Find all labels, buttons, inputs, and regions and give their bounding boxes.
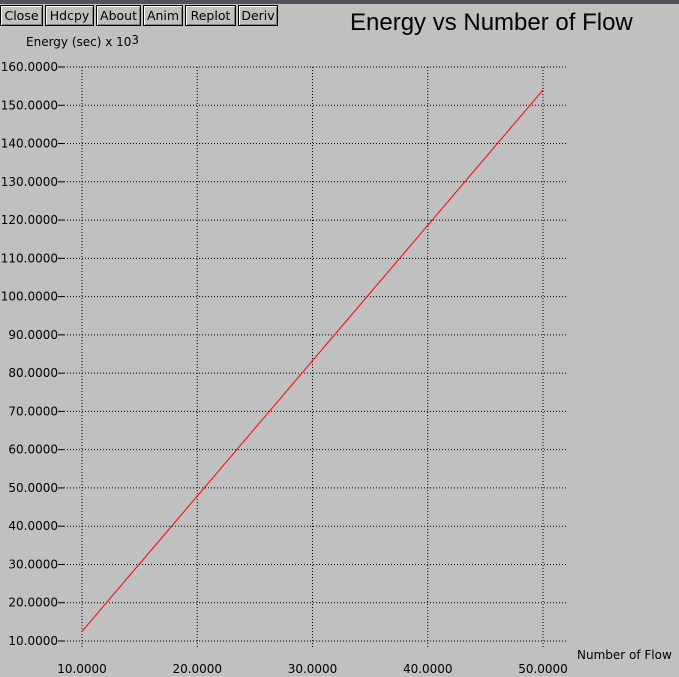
y-tick-label: 20.0000 xyxy=(8,596,58,610)
y-tick-label: 150.0000 xyxy=(1,98,58,112)
toolbar: Close Hdcpy About Anim Replot Deriv xyxy=(0,5,278,27)
series-group xyxy=(81,89,544,632)
x-tick-label: 40.0000 xyxy=(403,662,453,676)
grid xyxy=(58,66,566,649)
y-tick-label: 120.0000 xyxy=(1,213,58,227)
deriv-button[interactable]: Deriv xyxy=(238,5,278,26)
y-tick-label: 130.0000 xyxy=(1,175,58,189)
y-tick-label: 160.0000 xyxy=(1,60,58,74)
close-button[interactable]: Close xyxy=(0,5,43,26)
x-axis-label: Number of Flow xyxy=(577,648,672,662)
anim-button[interactable]: Anim xyxy=(143,5,183,26)
y-tick-label: 50.0000 xyxy=(8,481,58,495)
y-tick-label: 110.0000 xyxy=(1,251,58,265)
y-tick-label: 10.0000 xyxy=(8,634,58,648)
y-tick-label: 70.0000 xyxy=(8,404,58,418)
chart-title: Energy vs Number of Flow xyxy=(350,9,633,36)
x-tick-label: 50.0000 xyxy=(518,662,568,676)
y-tick-label: 90.0000 xyxy=(8,328,58,342)
about-button[interactable]: About xyxy=(96,5,141,26)
x-tick-label: 30.0000 xyxy=(288,662,338,676)
y-tick-label: 60.0000 xyxy=(8,443,58,457)
series-line xyxy=(81,89,544,632)
y-axis-label-exponent: 3 xyxy=(131,33,140,47)
y-tick-label: 30.0000 xyxy=(8,557,58,571)
replot-button[interactable]: Replot xyxy=(185,5,236,26)
hardcopy-button[interactable]: Hdcpy xyxy=(45,5,94,26)
x-tick-labels: 10.0000 20.0000 30.0000 40.0000 50.0000 xyxy=(57,662,568,676)
x-tick-label: 10.0000 xyxy=(57,662,107,676)
y-tick-label: 40.0000 xyxy=(8,519,58,533)
y-tick-labels: 160.0000 150.0000 140.0000 130.0000 120.0000… xyxy=(1,60,58,648)
y-axis-label-text: Energy (sec) x 10 xyxy=(26,35,132,49)
y-tick-label: 80.0000 xyxy=(8,366,58,380)
y-tick-label: 140.0000 xyxy=(1,137,58,151)
y-axis-label: Energy (sec) x 103 xyxy=(26,33,140,49)
window-top-bar xyxy=(0,0,679,4)
y-tick-label: 100.0000 xyxy=(1,290,58,304)
x-tick-label: 20.0000 xyxy=(172,662,222,676)
